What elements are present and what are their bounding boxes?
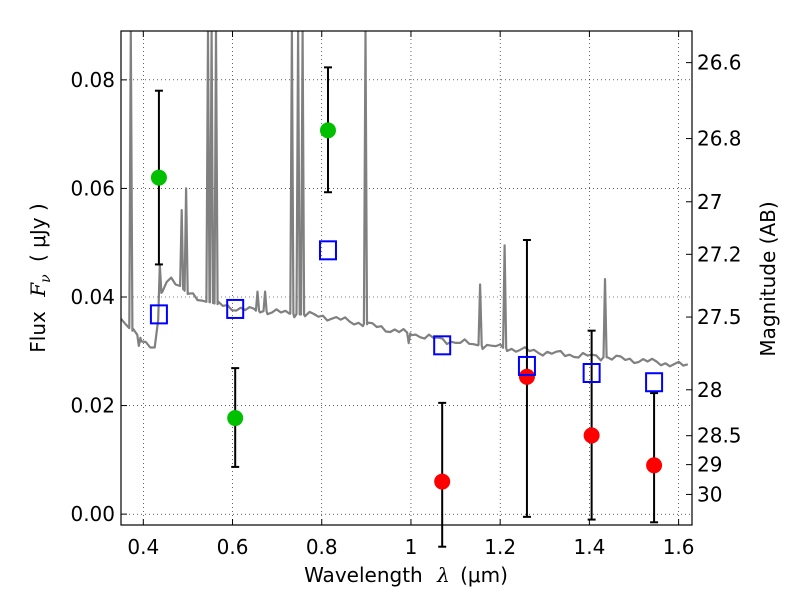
y2-tick-label: 26.6 — [697, 51, 742, 75]
x-tick-label: 0.6 — [217, 535, 249, 559]
x-tick-label: 1.6 — [663, 535, 695, 559]
model-point — [645, 372, 664, 393]
model-point — [318, 240, 337, 261]
y-tick-label: 0.00 — [70, 502, 115, 526]
y2-tick-label: 28.5 — [697, 424, 742, 448]
model-point — [433, 335, 452, 356]
x-tick-label: 1 — [405, 535, 418, 559]
y2-tick-label: 26.8 — [697, 127, 742, 151]
y2-tick-label: 28 — [697, 378, 722, 402]
model-point — [582, 363, 601, 383]
y-tick-label: 0.08 — [70, 68, 115, 92]
y2-tick-label: 29 — [697, 453, 722, 477]
y2-tick-label: 27.5 — [697, 305, 742, 329]
data-points — [149, 66, 664, 548]
x-tick-label: 1.2 — [484, 535, 516, 559]
y-tick-label: 0.06 — [70, 176, 115, 200]
x-tick-label: 0.4 — [127, 535, 159, 559]
y2-tick-label: 27.2 — [697, 242, 742, 266]
x-axis-label: Wavelength λ (μm) — [304, 563, 508, 587]
y-tick-label: 0.04 — [70, 285, 115, 309]
model-point — [149, 304, 168, 325]
data-point — [319, 122, 336, 139]
data-point — [150, 169, 167, 186]
data-point — [434, 473, 451, 490]
model-point — [517, 355, 536, 376]
model-point — [226, 298, 245, 319]
y2-tick-label: 30 — [697, 482, 722, 506]
data-point — [227, 410, 244, 427]
x-tick-label: 0.8 — [306, 535, 338, 559]
x-tick-label: 1.4 — [573, 535, 605, 559]
y2-tick-label: 27 — [697, 190, 722, 214]
data-point — [518, 368, 535, 385]
data-point — [646, 457, 663, 474]
axis-ticks: 0.4 0.6 0.8 1 1.2 1.4 1.6 0.00 0.02 0.04 0.06 0.08 2… — [70, 31, 742, 559]
data-point — [583, 427, 600, 444]
model-spectrum — [121, 31, 689, 368]
y2-axis-label: Magnitude (AB) — [756, 201, 780, 356]
y-tick-label: 0.02 — [70, 394, 115, 418]
spectrum-line — [121, 31, 689, 368]
y-axis-label: Flux Fν ( μJy ) — [26, 203, 55, 352]
plot-border — [120, 30, 693, 526]
